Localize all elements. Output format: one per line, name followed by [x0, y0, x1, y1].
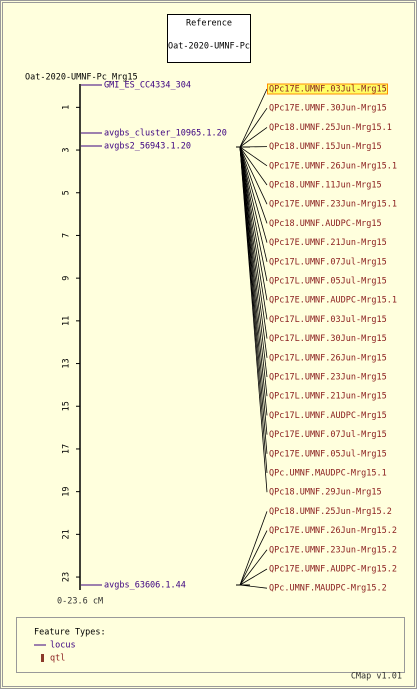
qtl-label[interactable]: QPc.UMNF.MAUDPC-Mrg15.1: [269, 469, 387, 479]
qtl-label[interactable]: QPc17E.UMNF.07Jul-Mrg15: [269, 430, 387, 440]
qtl-label[interactable]: QPc18.UMNF.25Jun-Mrg15.1: [269, 123, 392, 133]
tick-label: 21: [62, 529, 72, 539]
qtl-connector: [239, 146, 268, 493]
locus-label[interactable]: avgbs_cluster_10965.1.20: [104, 129, 227, 139]
legend-qtl-swatch: [41, 654, 44, 662]
qtl-label[interactable]: QPc17E.UMNF.23Jun-Mrg15.1: [269, 200, 397, 210]
qtl-connector: [239, 568, 268, 586]
qtl-connector: [239, 127, 268, 148]
qtl-connector: [239, 146, 268, 282]
qtl-label[interactable]: QPc17L.UMNF.21Jun-Mrg15: [269, 392, 387, 402]
qtl-label[interactable]: QPc18.UMNF.AUDPC-Mrg15: [269, 219, 382, 229]
legend-box: [16, 617, 405, 673]
qtl-label[interactable]: QPc17L.UMNF.07Jul-Mrg15: [269, 257, 387, 267]
tick-label: 15: [62, 401, 72, 411]
locus-label[interactable]: avgbs_63606.1.44: [104, 581, 186, 591]
qtl-label[interactable]: QPc17L.UMNF.03Jul-Mrg15: [269, 315, 387, 325]
qtl-connector: [239, 146, 268, 301]
reference-title: Reference: [186, 19, 232, 29]
qtl-label[interactable]: QPc17L.UMNF.23Jun-Mrg15: [269, 373, 387, 383]
qtl-connector: [239, 146, 268, 186]
tick-label: 23: [62, 572, 72, 582]
qtl-connector: [239, 146, 268, 205]
qtl-label[interactable]: QPc17L.UMNF.26Jun-Mrg15: [269, 353, 387, 363]
qtl-label[interactable]: QPc17E.UMNF.03Jul-Mrg15: [269, 85, 387, 95]
tick-label: 1: [62, 105, 72, 110]
qtl-label[interactable]: QPc18.UMNF.29Jun-Mrg15: [269, 488, 382, 498]
tick-label: 13: [62, 358, 72, 368]
qtl-label[interactable]: QPc17E.UMNF.26Jun-Mrg15.2: [269, 526, 397, 536]
tick-label: 7: [62, 233, 72, 238]
qtl-connector: [239, 107, 268, 148]
locus-label[interactable]: GMI_ES_CC4334_304: [104, 81, 191, 91]
tick-label: 11: [62, 316, 72, 326]
qtl-connector: [239, 146, 268, 339]
qtl-connector: [239, 530, 268, 586]
qtl-label[interactable]: QPc17E.UMNF.05Jul-Mrg15: [269, 449, 387, 459]
locus-label[interactable]: avgbs2_56943.1.20: [104, 142, 191, 152]
qtl-label[interactable]: QPc17L.UMNF.05Jul-Mrg15: [269, 277, 387, 287]
qtl-connector: [239, 511, 268, 586]
qtl-label[interactable]: QPc17E.UMNF.21Jun-Mrg15: [269, 238, 387, 248]
map-range: 0-23.6 cM: [57, 597, 103, 607]
qtl-label[interactable]: QPc17E.UMNF.AUDPC-Mrg15.1: [269, 296, 397, 306]
qtl-label[interactable]: QPc17L.UMNF.AUDPC-Mrg15: [269, 411, 387, 421]
qtl-connector: [239, 146, 268, 224]
qtl-highlight: [267, 83, 388, 95]
tick-label: 3: [62, 147, 72, 152]
legend-item: qtl: [50, 654, 65, 664]
qtl-label[interactable]: QPc18.UMNF.15Jun-Mrg15: [269, 142, 382, 152]
qtl-connector: [239, 88, 268, 148]
qtl-label[interactable]: QPc18.UMNF.25Jun-Mrg15.2: [269, 507, 392, 517]
qtl-connector: [239, 549, 268, 586]
qtl-label[interactable]: QPc17L.UMNF.30Jun-Mrg15: [269, 334, 387, 344]
qtl-label[interactable]: QPc.UMNF.MAUDPC-Mrg15.2: [269, 584, 387, 594]
legend-item: locus: [50, 641, 76, 651]
tick-label: 19: [62, 487, 72, 497]
qtl-connector: [239, 584, 268, 589]
footer: CMap v1.01: [351, 672, 402, 682]
qtl-connector: [239, 146, 268, 243]
qtl-label[interactable]: QPc17E.UMNF.AUDPC-Mrg15.2: [269, 565, 397, 575]
legend-title: Feature Types:: [34, 628, 106, 638]
qtl-label[interactable]: QPc17E.UMNF.23Jun-Mrg15.2: [269, 545, 397, 555]
reference-box: [167, 14, 251, 63]
tick-label: 5: [62, 190, 72, 195]
map-title[interactable]: Oat-2020-UMNF-Pc_Mrg15: [25, 73, 138, 83]
tick-label: 9: [62, 276, 72, 281]
qtl-connector: [239, 146, 268, 262]
qtl-label[interactable]: QPc18.UMNF.11Jun-Mrg15: [269, 181, 382, 191]
qtl-connector: [239, 146, 268, 167]
tick-label: 17: [62, 444, 72, 454]
qtl-label[interactable]: QPc17E.UMNF.30Jun-Mrg15: [269, 104, 387, 114]
qtl-label[interactable]: QPc17E.UMNF.26Jun-Mrg15.1: [269, 161, 397, 171]
reference-name: Oat-2020-UMNF-Pc: [168, 42, 250, 52]
qtl-connector: [239, 146, 268, 320]
